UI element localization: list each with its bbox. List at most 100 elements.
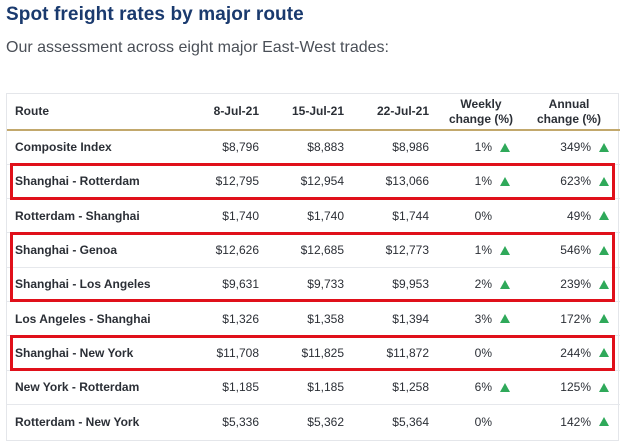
up-triangle-icon <box>500 314 510 324</box>
route-cell: Composite Index <box>7 130 174 165</box>
annual-change-cell-content: 172% <box>560 312 609 326</box>
up-triangle-icon <box>500 142 510 152</box>
up-triangle-icon <box>500 279 510 289</box>
annual-change-cell-content: 239% <box>560 277 609 291</box>
weekly-change-cell: 2% <box>429 267 526 302</box>
annual-change-cell: 349% <box>526 130 620 165</box>
rate-cell-15-jul-21: $8,883 <box>259 130 344 165</box>
route-cell: Los Angeles - Shanghai <box>7 301 174 337</box>
column-header-route: Route <box>7 94 174 131</box>
rate-cell-22-jul-21: $1,744 <box>344 198 429 234</box>
rate-cell-8-jul-21: $1,740 <box>174 198 259 234</box>
annual-change-cell-value: 125% <box>560 380 591 395</box>
annual-change-cell-value: 239% <box>560 277 591 292</box>
table-row-rotterdam-shanghai: Rotterdam - Shanghai $1,740 $1,740 $1,744 0%… <box>7 198 620 234</box>
rate-cell-8-jul-21: $12,795 <box>174 164 259 200</box>
rate-cell-8-jul-21: $11,708 <box>174 335 259 371</box>
up-triangle-icon <box>500 245 510 255</box>
rate-cell-22-jul-21: $8,986 <box>344 130 429 165</box>
annual-change-cell-value: 172% <box>560 311 591 326</box>
rate-cell-22-jul-21: $11,872 <box>344 335 429 371</box>
weekly-change-cell-content: 0% <box>475 346 510 360</box>
up-triangle-icon <box>599 348 609 358</box>
up-triangle-icon <box>599 245 609 255</box>
annual-change-cell-content: 623% <box>560 174 609 188</box>
weekly-change-cell-value: 0% <box>474 208 492 223</box>
annual-change-cell-content: 125% <box>560 380 609 394</box>
up-triangle-icon <box>599 176 609 186</box>
rate-cell-15-jul-21: $1,185 <box>259 370 344 405</box>
rate-cell-15-jul-21: $1,740 <box>259 198 344 234</box>
weekly-change-cell: 0% <box>429 404 526 438</box>
up-triangle-icon <box>500 382 510 392</box>
annual-change-cell-value: 546% <box>560 243 591 258</box>
up-triangle-icon <box>599 142 609 152</box>
weekly-change-cell-content: 0% <box>475 415 510 429</box>
weekly-change-cell-content: 0% <box>475 209 510 223</box>
route-cell: New York - Rotterdam <box>7 370 174 405</box>
rate-cell-15-jul-21: $11,825 <box>259 335 344 371</box>
rate-cell-8-jul-21: $1,326 <box>174 301 259 337</box>
rate-cell-8-jul-21: $1,185 <box>174 370 259 405</box>
annual-change-cell-content: 349% <box>560 140 609 154</box>
weekly-change-cell-content: 1% <box>475 243 510 257</box>
weekly-change-cell-value: 1% <box>474 140 492 155</box>
weekly-change-cell-content: 6% <box>475 380 510 394</box>
rate-cell-8-jul-21: $5,336 <box>222 414 259 429</box>
rate-cell-15-jul-21: $12,954 <box>259 164 344 200</box>
table-row-rotterdam-new-york: Rotterdam - New York $5,336 $5,362 $5,364 0%… <box>7 404 620 438</box>
rate-cell-8-jul-21: $9,631 <box>174 267 259 302</box>
weekly-change-cell-value: 0% <box>474 414 492 429</box>
annual-change-cell-value: 349% <box>560 140 591 155</box>
rate-cell-15-jul-21: $9,733 <box>259 267 344 302</box>
annual-change-cell-content: 244% <box>560 346 609 360</box>
annual-change-cell-content: 49% <box>567 209 609 223</box>
up-triangle-icon <box>599 382 609 392</box>
up-triangle-icon <box>599 314 609 324</box>
weekly-change-cell-content: 1% <box>475 140 510 154</box>
rate-cell-22-jul-21: $12,773 <box>344 232 429 268</box>
annual-change-cell-value: 623% <box>560 174 591 189</box>
weekly-change-cell-content: 2% <box>475 277 510 291</box>
annual-change-cell-content: 546% <box>560 243 609 257</box>
annual-change-cell: 142% <box>526 404 620 438</box>
annual-change-cell: 239% <box>526 267 620 302</box>
rate-cell-22-jul-21: $9,953 <box>344 267 429 302</box>
column-header-22-jul-21: 22-Jul-21 <box>344 94 429 131</box>
table-row-los-angeles-shanghai: Los Angeles - Shanghai $1,326 $1,358 $1,394… <box>7 301 620 337</box>
column-header-15-jul-21: 15-Jul-21 <box>259 94 344 131</box>
table-row-shanghai-genoa: Shanghai - Genoa $12,626 $12,685 $12,773 1% 5… <box>7 232 620 268</box>
weekly-change-cell: 1% <box>429 232 526 268</box>
annual-change-cell-value: 49% <box>566 208 591 223</box>
weekly-change-cell: 3% <box>429 301 526 337</box>
page-subtitle: Our assessment across eight major East-W… <box>6 39 389 56</box>
freight-rates-table-container: Route 8-Jul-21 15-Jul-21 22-Jul-21 Weekl… <box>6 93 620 441</box>
route-cell: Shanghai - Los Angeles <box>7 267 174 302</box>
up-triangle-icon <box>599 211 609 221</box>
weekly-change-cell-value: 2% <box>474 277 492 292</box>
route-cell: Shanghai - New York <box>7 335 174 371</box>
weekly-change-cell: 1% <box>429 164 526 200</box>
weekly-change-cell: 1% <box>429 130 526 165</box>
weekly-change-cell-content: 3% <box>475 312 510 326</box>
column-header-weekly-change-label: Weekly change (%) <box>448 96 513 126</box>
annual-change-cell-value: 244% <box>560 345 591 360</box>
column-header-8-jul-21: 8-Jul-21 <box>174 94 259 131</box>
route-cell: Rotterdam - New York <box>15 414 140 429</box>
annual-change-cell-content: 142% <box>560 415 609 429</box>
weekly-change-cell-value: 1% <box>474 243 492 258</box>
route-cell: Rotterdam - Shanghai <box>7 198 174 234</box>
table-row-shanghai-new-york: Shanghai - New York $11,708 $11,825 $11,872… <box>7 335 620 371</box>
freight-rates-table: Route 8-Jul-21 15-Jul-21 22-Jul-21 Weekl… <box>7 94 620 439</box>
column-header-annual-change-label: Annual change (%) <box>536 96 601 126</box>
annual-change-cell: 49% <box>526 198 620 234</box>
weekly-change-cell-content: 1% <box>475 174 510 188</box>
weekly-change-cell: 0% <box>429 335 526 371</box>
weekly-change-cell: 0% <box>429 198 526 234</box>
table-row-composite-index: Composite Index $8,796 $8,883 $8,986 1% 349% <box>7 130 620 165</box>
up-triangle-icon <box>599 279 609 289</box>
annual-change-cell: 244% <box>526 335 620 371</box>
route-cell: Shanghai - Genoa <box>7 232 174 268</box>
weekly-change-cell-value: 6% <box>474 380 492 395</box>
up-triangle-icon <box>500 176 510 186</box>
